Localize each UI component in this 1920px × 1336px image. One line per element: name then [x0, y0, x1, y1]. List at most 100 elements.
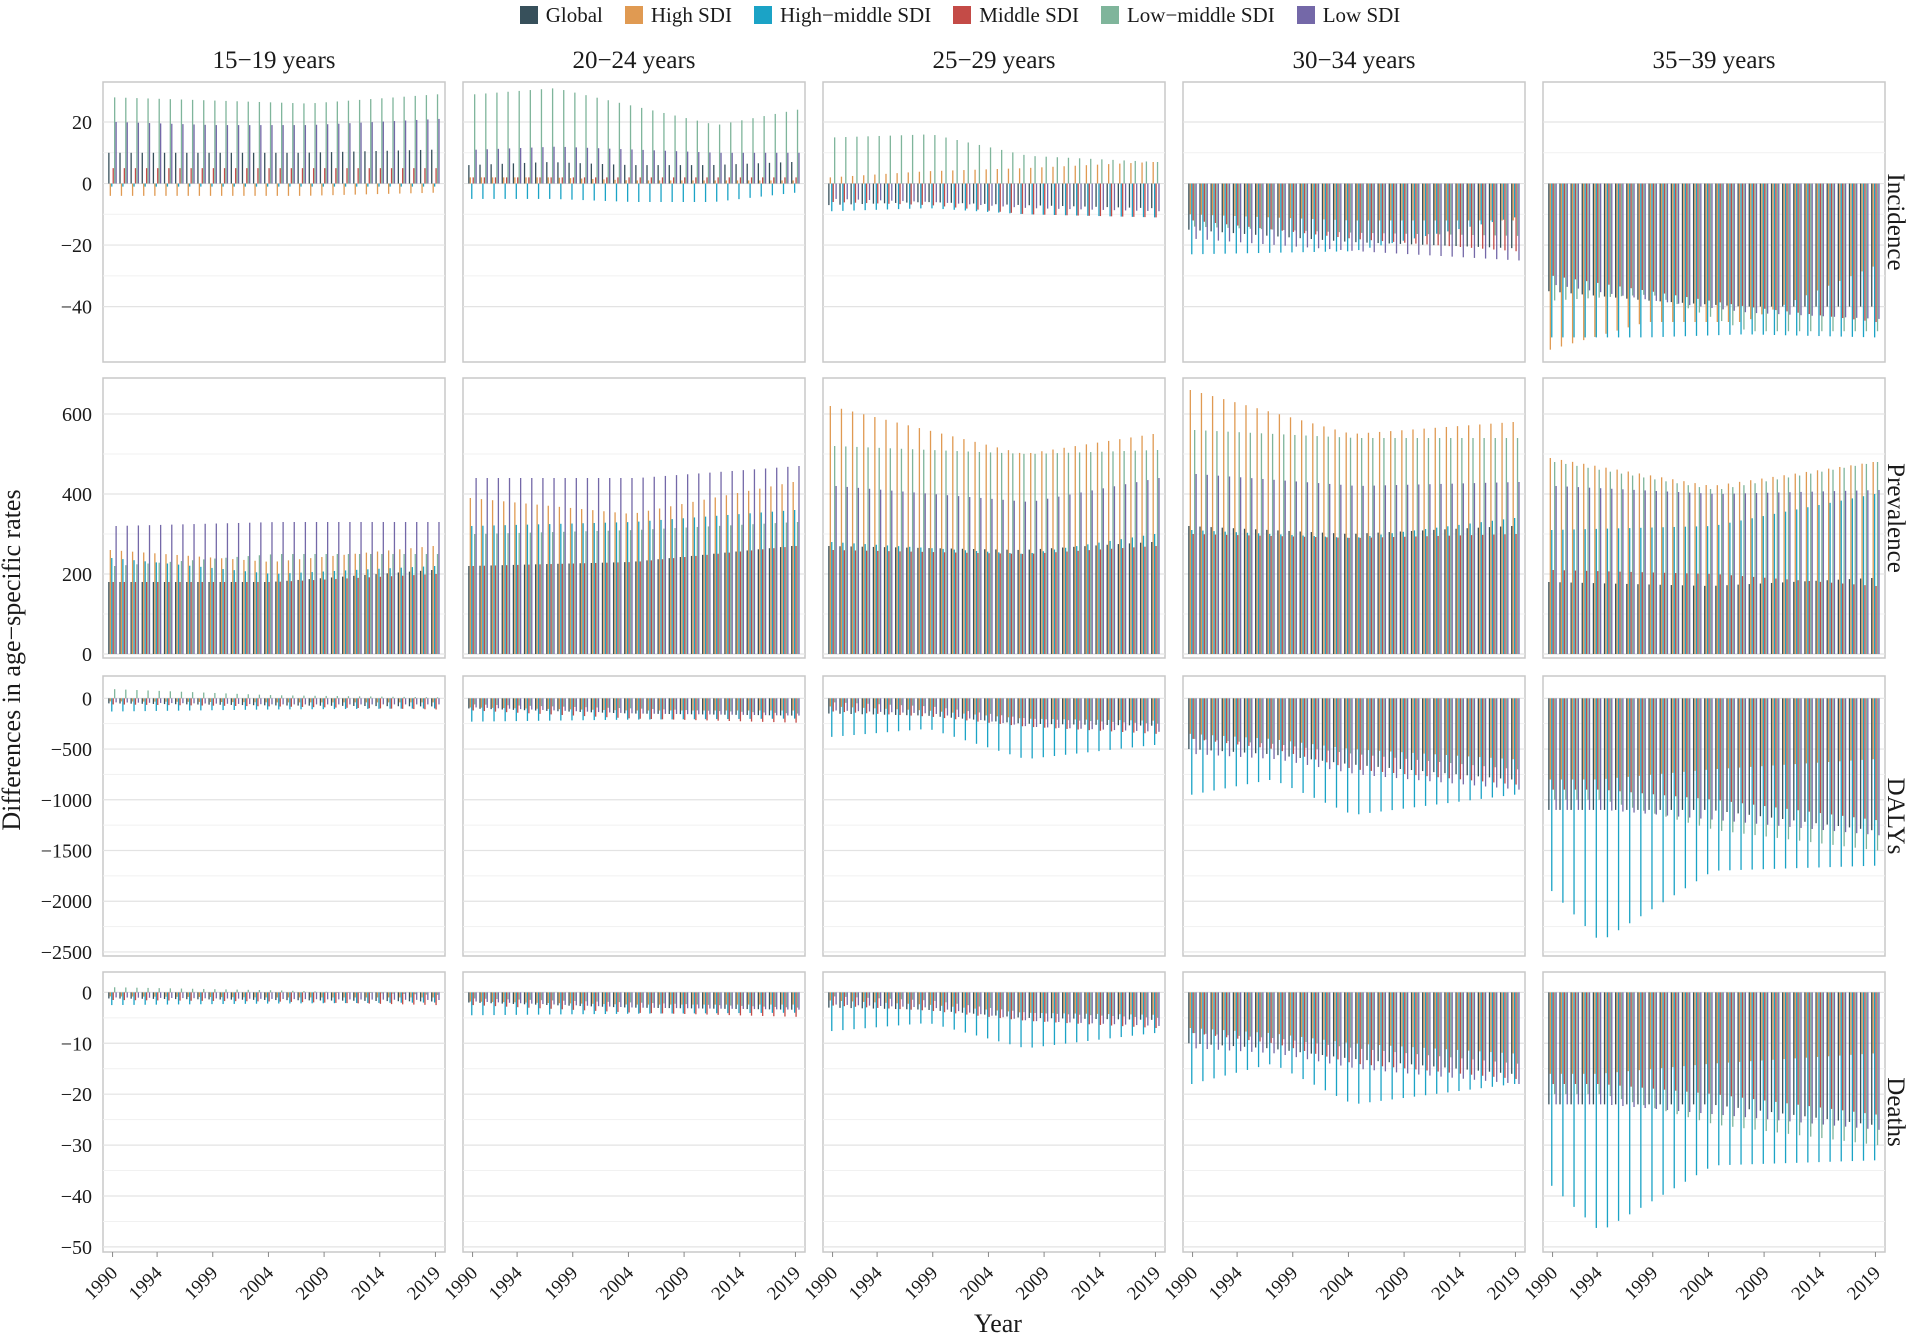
legend-item-low-middle-sdi: Low−middle SDI: [1100, 3, 1275, 28]
bar: [1345, 698, 1347, 749]
bar: [1681, 585, 1684, 654]
bar: [336, 554, 338, 654]
bar: [1151, 542, 1153, 654]
bar: [764, 468, 767, 654]
bar: [1256, 992, 1258, 1033]
bar: [1042, 992, 1044, 1047]
bar: [1369, 992, 1371, 1103]
bar: [134, 698, 137, 705]
bar: [1295, 698, 1297, 763]
bar: [606, 562, 608, 654]
bar: [1804, 992, 1806, 1117]
bar: [1548, 582, 1550, 654]
bar: [370, 696, 372, 699]
bar: [1255, 698, 1257, 754]
bar: [730, 122, 732, 184]
bar: [1289, 698, 1292, 742]
bar: [1256, 408, 1258, 654]
bar: [714, 698, 716, 711]
bar: [1377, 698, 1379, 767]
bar: [1670, 183, 1672, 303]
bar: [1663, 698, 1666, 796]
bar: [491, 698, 494, 708]
legend-swatch: [1100, 6, 1119, 24]
bar: [724, 698, 726, 715]
bar: [1069, 698, 1071, 729]
bar: [1743, 992, 1745, 1129]
bar: [1554, 698, 1556, 800]
bar: [349, 123, 351, 184]
bar: [865, 698, 868, 714]
bar: [636, 180, 638, 184]
bar: [517, 564, 519, 654]
bar: [1373, 485, 1375, 654]
bar: [1491, 698, 1494, 798]
bar: [730, 525, 732, 654]
bar: [1281, 992, 1283, 1046]
bar: [1438, 698, 1441, 762]
bar: [1113, 486, 1116, 654]
bar: [828, 992, 830, 1008]
bar: [540, 992, 543, 1001]
bar: [1859, 992, 1862, 1124]
bar: [636, 512, 638, 654]
bar: [835, 698, 837, 711]
bar: [977, 183, 979, 210]
bar: [1741, 698, 1744, 804]
bar: [638, 183, 640, 202]
bar: [346, 168, 348, 184]
bar: [1555, 183, 1557, 286]
bar: [1044, 698, 1046, 728]
bar: [1058, 992, 1060, 1023]
bar: [867, 992, 869, 998]
bar: [835, 486, 837, 654]
bar: [1617, 528, 1620, 654]
bar: [663, 112, 665, 184]
bar: [736, 992, 739, 1005]
bar: [1303, 183, 1306, 234]
bar: [1152, 162, 1154, 184]
bar: [155, 562, 157, 654]
bar: [471, 992, 473, 1016]
bar: [1844, 992, 1847, 1127]
bar: [410, 183, 412, 194]
bar: [1584, 529, 1586, 654]
bar: [254, 560, 256, 654]
bar: [1559, 992, 1561, 1105]
bar: [995, 698, 997, 722]
bar: [141, 152, 143, 184]
bar: [332, 698, 334, 703]
bar: [169, 988, 171, 993]
bar: [1110, 992, 1113, 1026]
bar: [1504, 992, 1506, 1078]
bar: [741, 992, 743, 1006]
bar: [1237, 183, 1239, 226]
bar: [1067, 698, 1070, 721]
bar: [1470, 183, 1473, 248]
bar: [1006, 549, 1008, 654]
bar: [171, 524, 173, 654]
bar: [966, 183, 968, 209]
bar: [1108, 698, 1110, 720]
bar: [389, 992, 391, 1003]
bar: [1323, 183, 1325, 220]
bar: [311, 572, 313, 654]
bar: [967, 992, 969, 1006]
bar: [1444, 183, 1446, 246]
bar: [974, 698, 976, 715]
bar: [1191, 698, 1193, 795]
bar: [271, 698, 273, 705]
bar: [1406, 698, 1409, 780]
bar: [759, 488, 761, 654]
bar: [964, 698, 967, 741]
bar: [1470, 698, 1473, 781]
bar: [749, 698, 751, 719]
bar: [1346, 992, 1349, 1102]
bar: [1009, 992, 1011, 1045]
bar: [1804, 581, 1806, 654]
bar: [626, 183, 629, 202]
bar: [1861, 698, 1863, 760]
bar: [528, 564, 530, 654]
bar: [212, 992, 215, 1001]
bar: [1493, 183, 1495, 250]
